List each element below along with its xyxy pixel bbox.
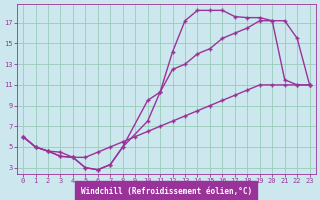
X-axis label: Windchill (Refroidissement éolien,°C): Windchill (Refroidissement éolien,°C) xyxy=(81,187,252,196)
